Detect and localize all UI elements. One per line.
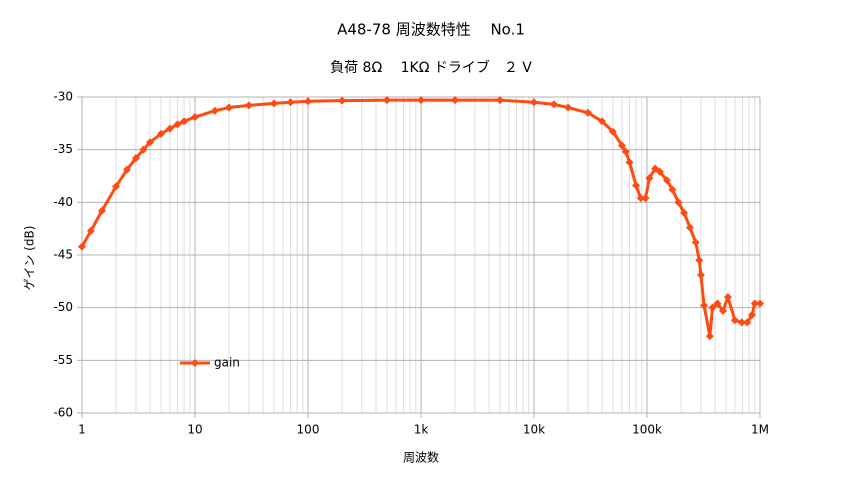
data-point (608, 127, 617, 136)
data-point (210, 106, 219, 115)
data-point (625, 158, 634, 167)
data-point (382, 96, 391, 105)
data-point (695, 256, 704, 265)
data-point (700, 301, 709, 310)
data-point (750, 299, 759, 308)
y-tick-label: -30 (53, 90, 73, 104)
y-tick-label: -45 (53, 248, 73, 262)
data-point (748, 311, 757, 320)
y-tick-label: -50 (53, 300, 73, 314)
data-point (598, 117, 607, 126)
data-point (530, 98, 538, 107)
data-point (583, 108, 592, 117)
data-point (636, 194, 645, 203)
data-point (705, 332, 714, 341)
data-point (680, 208, 689, 217)
data-point (112, 182, 121, 191)
data-point (191, 113, 199, 122)
data-point (286, 98, 295, 107)
y-tick-label: -60 (53, 406, 73, 420)
data-point (304, 97, 312, 106)
data-point (549, 100, 558, 109)
data-point (621, 147, 630, 156)
data-point (743, 318, 752, 327)
data-point (708, 303, 717, 312)
x-axis-label: 周波数 (403, 450, 439, 465)
data-point (713, 299, 722, 308)
data-point (97, 206, 106, 215)
data-point (685, 223, 694, 232)
data-point (668, 185, 677, 194)
x-tick-label: 10 (187, 423, 202, 437)
data-point (165, 124, 174, 133)
data-point (225, 103, 234, 112)
data-point (173, 120, 182, 129)
data-point (146, 138, 155, 147)
x-tick-label: 1k (414, 423, 429, 437)
data-point (86, 226, 95, 235)
data-point (737, 318, 746, 327)
data-point (723, 293, 732, 302)
data-point (662, 176, 671, 185)
chart-title: A48-78 周波数特性 No.1 (337, 21, 525, 39)
data-point (641, 194, 650, 203)
data-point (131, 154, 140, 163)
x-tick-label: 1 (78, 423, 86, 437)
data-point (674, 198, 683, 207)
data-point (122, 165, 131, 174)
data-point (495, 96, 504, 105)
data-point (645, 174, 654, 183)
data-point (244, 101, 253, 110)
data-point (696, 271, 705, 280)
x-tick-label: 100 (297, 423, 320, 437)
chart-subtitle: 負荷 8Ω 1KΩ ドライブ ２ V (330, 59, 532, 76)
data-point (718, 306, 727, 315)
x-tick-label: 10k (523, 423, 545, 437)
legend-marker (191, 359, 199, 367)
data-point (756, 299, 764, 308)
data-point (730, 316, 739, 325)
data-point (269, 99, 278, 108)
data-point (617, 141, 626, 150)
data-point (338, 96, 347, 105)
data-point (180, 117, 189, 126)
x-tick-label: 100k (632, 423, 662, 437)
data-point (417, 96, 425, 105)
data-point (139, 145, 148, 154)
legend-label: gain (214, 356, 240, 370)
data-point (655, 167, 664, 176)
x-tick-label: 1M (751, 423, 769, 437)
data-point (632, 181, 641, 190)
y-tick-label: -40 (53, 195, 73, 209)
data-point (451, 96, 460, 105)
data-point (691, 238, 700, 247)
y-tick-label: -35 (53, 142, 73, 156)
data-point (78, 242, 86, 251)
y-tick-label: -55 (53, 353, 73, 367)
data-point (156, 129, 165, 138)
data-point (564, 103, 573, 112)
y-axis-label: ゲイン (dB) (23, 226, 37, 291)
